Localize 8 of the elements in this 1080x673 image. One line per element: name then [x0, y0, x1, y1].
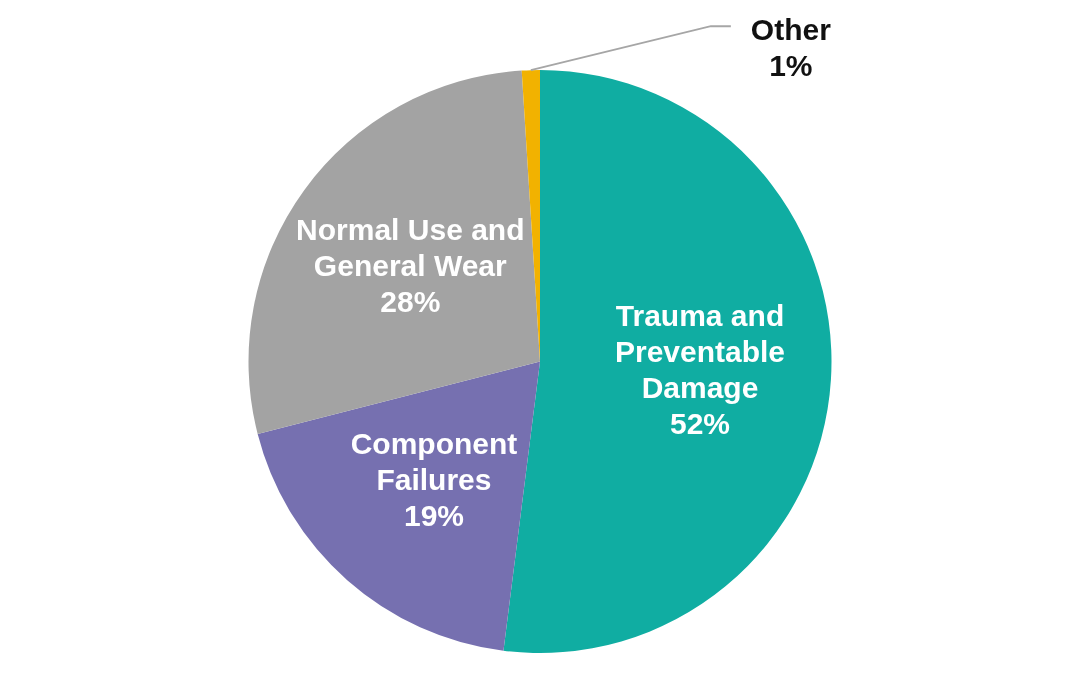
data-label: 19%	[403, 499, 464, 533]
data-label: 1%	[769, 49, 813, 83]
slice-label: Component Failures	[350, 427, 518, 497]
data-label: 52%	[669, 406, 731, 440]
slice-label: Other	[750, 13, 832, 47]
slice-label: Trauma and Preventable Damage	[614, 298, 786, 404]
slice-label: Normal Use and General Wear	[296, 212, 525, 282]
data-label: 28%	[380, 284, 441, 318]
